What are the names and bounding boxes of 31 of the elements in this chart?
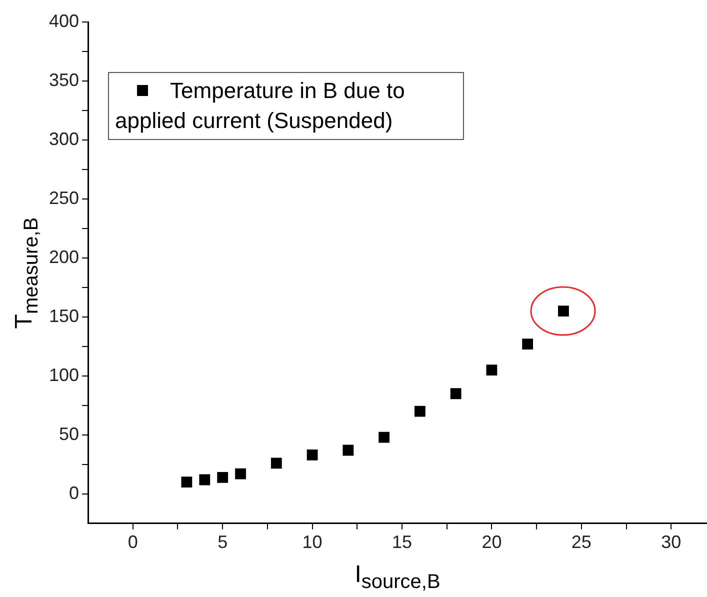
point xyxy=(378,432,390,443)
y-tick-label: 250 xyxy=(48,188,80,208)
x-axis-title: I$_{source,B}$ xyxy=(354,561,442,594)
point xyxy=(450,388,462,400)
point xyxy=(199,474,210,486)
x-tick-label: 25 xyxy=(571,532,592,552)
point xyxy=(217,472,228,483)
y-tick-label: 100 xyxy=(48,364,80,385)
y-tick-label: 150 xyxy=(48,306,80,326)
x-tick-label: 30 xyxy=(661,532,682,552)
point xyxy=(558,306,569,316)
y-tick-label: 200 xyxy=(48,246,80,267)
x-tick-label: 10 xyxy=(302,532,322,552)
point xyxy=(235,468,246,480)
y-tick-label: 0 xyxy=(69,482,80,503)
point xyxy=(181,476,192,488)
point xyxy=(414,406,426,417)
point xyxy=(306,450,318,460)
legend-label: Temperature in B due to applied current (Suspended) xyxy=(115,78,405,133)
x-tick-label: 5 xyxy=(218,532,228,552)
y-tick-label: 50 xyxy=(59,424,80,444)
x-tick-label: 15 xyxy=(392,532,412,552)
point xyxy=(342,444,354,456)
point xyxy=(270,458,282,469)
y-tick-label: 400 xyxy=(48,10,80,31)
x-tick-label: 20 xyxy=(482,532,502,552)
y-tick-label: 350 xyxy=(48,70,80,90)
y-tick-label: 300 xyxy=(48,128,80,149)
x-tick-label: 0 xyxy=(128,532,138,552)
point xyxy=(522,338,534,350)
point xyxy=(486,364,498,376)
